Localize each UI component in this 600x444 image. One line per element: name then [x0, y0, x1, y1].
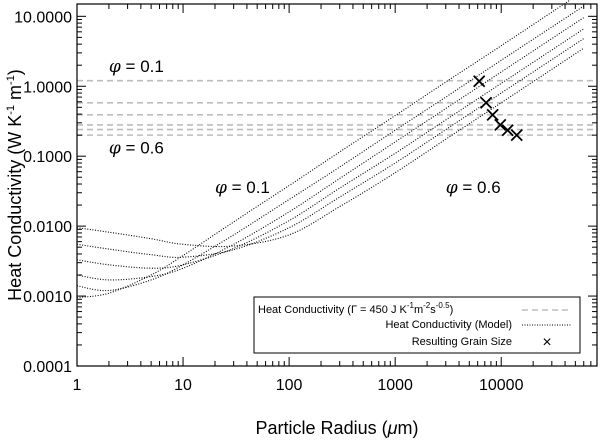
grain-size-marker-4: [501, 124, 514, 137]
grain-size-marker-3: [494, 118, 507, 132]
marker-stroke-b: [479, 96, 493, 109]
y-axis-title: Heat Conductivity (W K-1 m-1): [5, 69, 25, 301]
axis-ticks: [76, 4, 598, 367]
grain-size-marker-2: [486, 108, 499, 121]
legend-entry-model: Heat Conductivity (Model): [385, 319, 512, 331]
phi-annotation-3: φ = 0.6: [446, 178, 501, 198]
marker-stroke-b: [494, 118, 507, 132]
legend-cross-marker: ×: [542, 334, 551, 351]
x-tick-label: 1: [73, 377, 82, 394]
y-tick-label: 0.0100: [23, 219, 72, 236]
plot-frame: [76, 3, 598, 367]
legend-box: [253, 296, 581, 354]
phi-annotation-0: φ = 0.1: [109, 57, 164, 77]
model-curve-phi-0.6: [76, 47, 585, 248]
dashed-level-lines: [77, 79, 597, 136]
marker-stroke-b: [501, 124, 514, 137]
x-axis-title: Particle Radius (μm): [256, 418, 419, 438]
x-tick-label: 100: [276, 377, 303, 394]
grain-size-marker-1: [479, 96, 493, 109]
y-tick-label: 0.0001: [23, 359, 72, 376]
y-tick-label: 0.1000: [23, 149, 72, 166]
model-curve-phi-0.4: [76, 28, 585, 269]
model-curves: [76, 0, 585, 299]
marker-stroke-b: [473, 75, 486, 88]
model-curve-phi-0.2: [76, 5, 585, 292]
axis-tick-labels: 1 10 100 1000 10000 0.0001 0.0010 0.0100 0.1000 1…: [14, 9, 523, 394]
legend-entry-measured: Heat Conductivity (Γ = 450 J K-1m-2s-0.5…: [258, 301, 453, 316]
x-tick-label: 1000: [377, 377, 413, 394]
phi-annotations: φ = 0.1 φ = 0.6 φ = 0.1 φ = 0.6: [109, 57, 501, 198]
phi-annotation-2: φ = 0.1: [215, 178, 270, 198]
model-curve-phi-0.5: [76, 38, 585, 258]
y-tick-label: 10.0000: [14, 9, 72, 26]
legend: Heat Conductivity (Γ = 450 J K-1m-2s-0.5…: [253, 296, 581, 354]
y-tick-label: 1.0000: [23, 79, 72, 96]
grain-size-markers: [473, 75, 523, 142]
x-tick-label: 10000: [479, 377, 524, 394]
marker-stroke-b: [486, 108, 499, 121]
grain-size-marker-5: [510, 128, 523, 142]
grain-size-marker-0: [473, 75, 486, 88]
x-tick-label: 10: [174, 377, 192, 394]
model-curve-phi-0.3: [76, 17, 585, 281]
phi-annotation-1: φ = 0.6: [109, 138, 164, 158]
y-tick-label: 0.0010: [23, 289, 72, 306]
marker-stroke-b: [510, 128, 523, 142]
legend-entry-grain: Resulting Grain Size: [412, 336, 512, 348]
